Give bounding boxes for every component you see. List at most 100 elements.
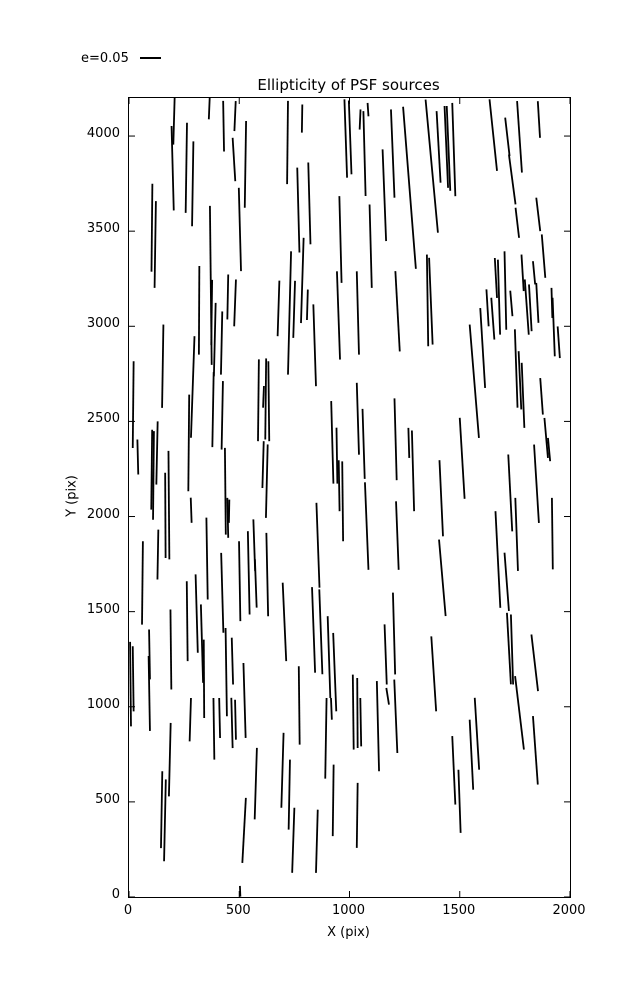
whisker xyxy=(297,666,301,745)
whisker xyxy=(424,99,439,233)
whisker xyxy=(390,109,396,198)
whisker xyxy=(338,196,343,283)
y-tick-label: 2000 xyxy=(86,506,120,522)
whisker xyxy=(306,289,309,321)
whisker xyxy=(163,779,167,862)
whisker xyxy=(364,482,370,570)
whisker xyxy=(238,541,242,622)
y-tick-label: 500 xyxy=(95,791,120,807)
whisker xyxy=(281,582,288,662)
whisker xyxy=(300,237,305,324)
whisker xyxy=(528,284,533,332)
whisker xyxy=(267,361,271,442)
whisker xyxy=(199,604,204,683)
legend: e=0.05 xyxy=(81,51,161,66)
whisker xyxy=(517,351,523,410)
whisker xyxy=(230,637,234,685)
whisker xyxy=(330,697,333,720)
whisker xyxy=(147,655,151,731)
whisker xyxy=(220,552,225,633)
whisker xyxy=(315,809,319,873)
whisker xyxy=(540,234,547,278)
whisker xyxy=(435,111,442,183)
whisker xyxy=(136,439,140,475)
x-axis-label: X (pix) xyxy=(327,925,370,940)
y-tick-label: 3500 xyxy=(86,221,120,237)
whisker xyxy=(150,429,154,510)
whisker xyxy=(332,632,338,712)
whisker xyxy=(335,427,339,484)
whisker xyxy=(188,697,192,742)
whisker xyxy=(287,759,291,830)
whisker xyxy=(212,697,216,760)
whisker xyxy=(261,441,265,489)
whisker xyxy=(503,251,508,330)
whisker xyxy=(383,624,388,685)
whisker xyxy=(148,629,151,680)
whisker xyxy=(514,497,519,571)
whisker xyxy=(264,358,268,440)
whisker xyxy=(355,271,360,355)
whisker xyxy=(351,674,355,750)
whisker xyxy=(536,101,541,138)
whisker xyxy=(445,105,452,191)
whisker xyxy=(291,807,296,873)
whisker xyxy=(150,183,154,272)
whisker xyxy=(533,444,540,524)
x-tick-label: 2000 xyxy=(552,903,586,918)
whisker xyxy=(479,307,487,388)
y-tick-label: 1000 xyxy=(86,696,120,712)
whisker xyxy=(233,279,237,327)
whisker xyxy=(443,105,449,188)
whisker xyxy=(551,497,554,570)
whisker xyxy=(265,444,269,518)
whisker xyxy=(220,311,224,375)
whisker xyxy=(234,699,237,740)
whisker xyxy=(510,614,515,685)
whisker xyxy=(359,697,363,747)
y-tick-label: 3000 xyxy=(86,316,120,332)
whisker xyxy=(496,259,502,335)
whisker xyxy=(276,280,281,337)
whisker xyxy=(246,531,251,615)
whisker xyxy=(530,634,539,692)
whisker xyxy=(292,280,296,338)
whisker xyxy=(407,427,411,458)
whisker xyxy=(556,326,561,359)
whisker xyxy=(190,336,196,438)
whisker xyxy=(520,362,526,428)
whisker xyxy=(253,747,258,820)
whisker xyxy=(551,297,556,357)
whisker xyxy=(224,627,228,717)
whisker xyxy=(494,511,502,608)
whisker xyxy=(547,437,552,462)
whisker-plot-canvas xyxy=(129,98,570,897)
whisker xyxy=(385,687,390,705)
whisker xyxy=(222,100,225,152)
whisker xyxy=(535,197,542,232)
whisker xyxy=(508,154,517,205)
y-axis-label: Y (pix) xyxy=(64,475,80,517)
whisker xyxy=(532,261,537,285)
whisker xyxy=(231,137,237,182)
whisker xyxy=(211,372,215,448)
whisker xyxy=(296,167,301,253)
whisker xyxy=(355,782,359,848)
whisker xyxy=(506,612,512,685)
whisker xyxy=(185,581,189,662)
whisker xyxy=(161,324,165,408)
whisker xyxy=(131,361,135,449)
whisker xyxy=(488,99,498,171)
whisker xyxy=(504,117,511,157)
whisker xyxy=(218,697,221,738)
whisker xyxy=(226,497,230,538)
whisker xyxy=(237,187,242,272)
whisker xyxy=(347,100,353,175)
whisker xyxy=(394,271,401,352)
whisker xyxy=(207,98,211,120)
whisker xyxy=(153,201,157,288)
whisker xyxy=(343,99,348,178)
whisker xyxy=(330,401,335,484)
whisker xyxy=(265,532,270,617)
